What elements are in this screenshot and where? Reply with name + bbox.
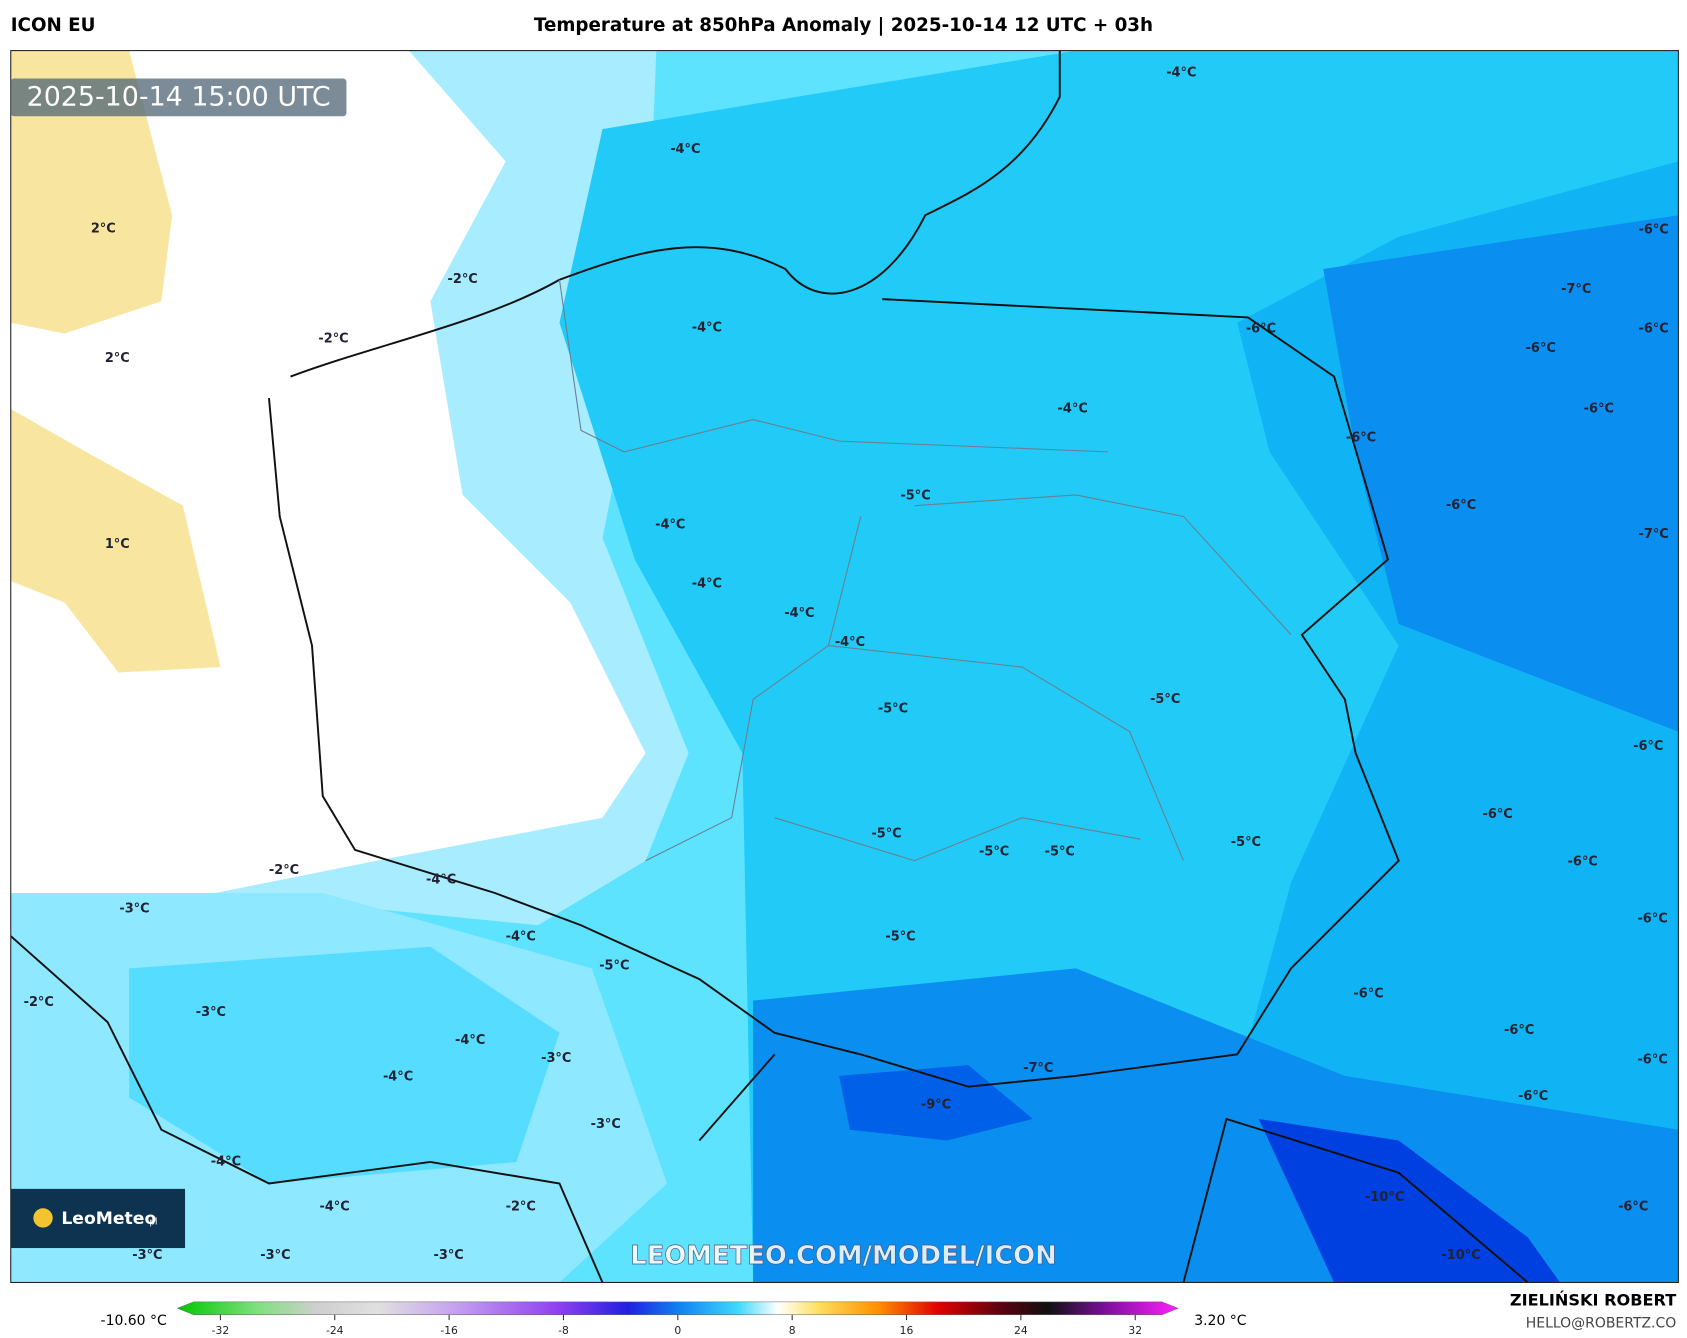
contour-label: -5°C [979,845,1009,860]
contour-label: -5°C [878,702,908,717]
contour-label: -4°C [784,606,814,621]
contour-label: -4°C [455,1033,485,1048]
contour-label: -6°C [1504,1023,1534,1038]
contour-label: -6°C [1518,1089,1548,1104]
contour-label: -6°C [1633,739,1663,754]
model-name: ICON EU [11,15,96,36]
contour-label: -5°C [1231,835,1261,850]
contour-label: -4°C [506,930,536,945]
contour-label: -5°C [1150,692,1180,707]
contour-label: -5°C [871,826,901,841]
timestamp: 2025-10-14 15:00 UTC [27,81,331,112]
contour-label: -7°C [1639,527,1669,542]
anomaly-area [839,1065,1033,1141]
contour-label: -4°C [655,518,685,533]
colorbar-tick-label: -16 [440,1324,458,1337]
contour-label: -6°C [1483,807,1513,822]
contour-label: -2°C [269,863,299,878]
colorbar-tick-label: 24 [1014,1324,1028,1337]
contour-label: -6°C [1446,498,1476,513]
logo-suffix: pl [150,1218,158,1228]
logo: LeoMeteo [61,1209,156,1229]
contour-label: -4°C [835,635,865,650]
anomaly-area [129,946,560,1184]
contour-label: -10°C [1441,1248,1480,1263]
contour-label: -6°C [1618,1200,1648,1215]
anomaly-area [10,50,646,894]
contour-label: -3°C [132,1248,162,1263]
contour-label: 2°C [105,351,130,366]
contour-label: -4°C [211,1154,241,1169]
contour-label: -2°C [318,331,348,346]
contour-label: -3°C [260,1248,290,1263]
colorbar-max: 3.20 °C [1194,1313,1246,1329]
contour-label: -4°C [319,1200,349,1215]
contour-label: -5°C [599,959,629,974]
contour-label: 1°C [105,537,130,552]
contour-label: -3°C [119,902,149,917]
contour-labels: 2°C 2°C 1°C -2°C -2°C -4°C -4°C -4°C -4°C -4°C -4°… [24,66,1669,1263]
contour-label: -6°C [1637,1052,1667,1067]
admin-border [558,279,1292,862]
contour-label: -5°C [900,488,930,503]
map: 2°C 2°C 1°C -2°C -2°C -4°C -4°C -4°C -4°C -4°C -4°… [10,50,1679,1283]
contour-label: -7°C [1023,1061,1053,1076]
contour-label: -3°C [434,1248,464,1263]
watermark: LEOMETEO.COM/MODEL/ICON [630,1241,1056,1271]
map-frame [10,50,1679,1284]
contour-label: -6°C [1346,430,1376,445]
contour-label: -2°C [448,272,478,287]
colorbar-tick-label: 0 [674,1324,681,1337]
contour-label: -6°C [1246,322,1276,337]
colorbar-tick-label: 8 [789,1324,796,1337]
colorbar [176,1301,1179,1316]
contour-label: -4°C [692,321,722,336]
anomaly-area [10,408,221,673]
contour-label: -5°C [1045,845,1075,860]
colorbar-min: -10.60 °C [101,1313,167,1329]
contour-label: -5°C [885,930,915,945]
coastline [290,50,1061,378]
contour-label: -6°C [1637,911,1667,926]
colorbar-tick-label: -24 [326,1324,344,1337]
title: Temperature at 850hPa Anomaly | 2025-10-… [534,15,1153,36]
contour-label: -4°C [692,577,722,592]
contour-label: -4°C [670,142,700,157]
contour-label: -3°C [541,1051,571,1066]
contour-label: -6°C [1584,401,1614,416]
anomaly-area [10,50,173,334]
contour-label: -6°C [1639,322,1669,337]
contour-label: -4°C [1166,66,1196,81]
contour-label: -4°C [426,873,456,888]
contour-label: -6°C [1353,987,1383,1002]
colorbar-tick-label: 16 [900,1324,914,1337]
anomaly-area [1258,1118,1561,1283]
contour-label: -6°C [1639,223,1669,238]
contour-label: -10°C [1365,1190,1404,1205]
timestamp-box [10,78,347,117]
country-border [268,298,1400,1088]
author: ZIELIŃSKI ROBERT [1510,1290,1676,1309]
colorbar-ticks: -32 -24 -16 -8 0 8 16 24 32 [212,1314,1142,1337]
country-border [10,935,1529,1283]
contour-label: -6°C [1526,341,1556,356]
contour-label: -3°C [196,1005,226,1020]
contour-label: -4°C [383,1069,413,1084]
contour-label: -2°C [506,1200,536,1215]
colorbar-tick-label: -8 [558,1324,569,1337]
contour-label: 2°C [91,222,116,237]
contour-label: -2°C [24,995,54,1010]
contour-label: -3°C [591,1117,621,1132]
anomaly-area [1323,215,1679,732]
logo-sun [33,1208,53,1228]
contour-label: -9°C [921,1097,951,1112]
contour-label: -6°C [1568,854,1598,869]
colorbar-tick-label: 32 [1128,1324,1142,1337]
email: HELLO@ROBERTZ.CO [1526,1315,1676,1331]
colorbar-tick-label: -32 [212,1324,230,1337]
contour-label: -7°C [1561,282,1591,297]
contour-label: -4°C [1058,401,1088,416]
